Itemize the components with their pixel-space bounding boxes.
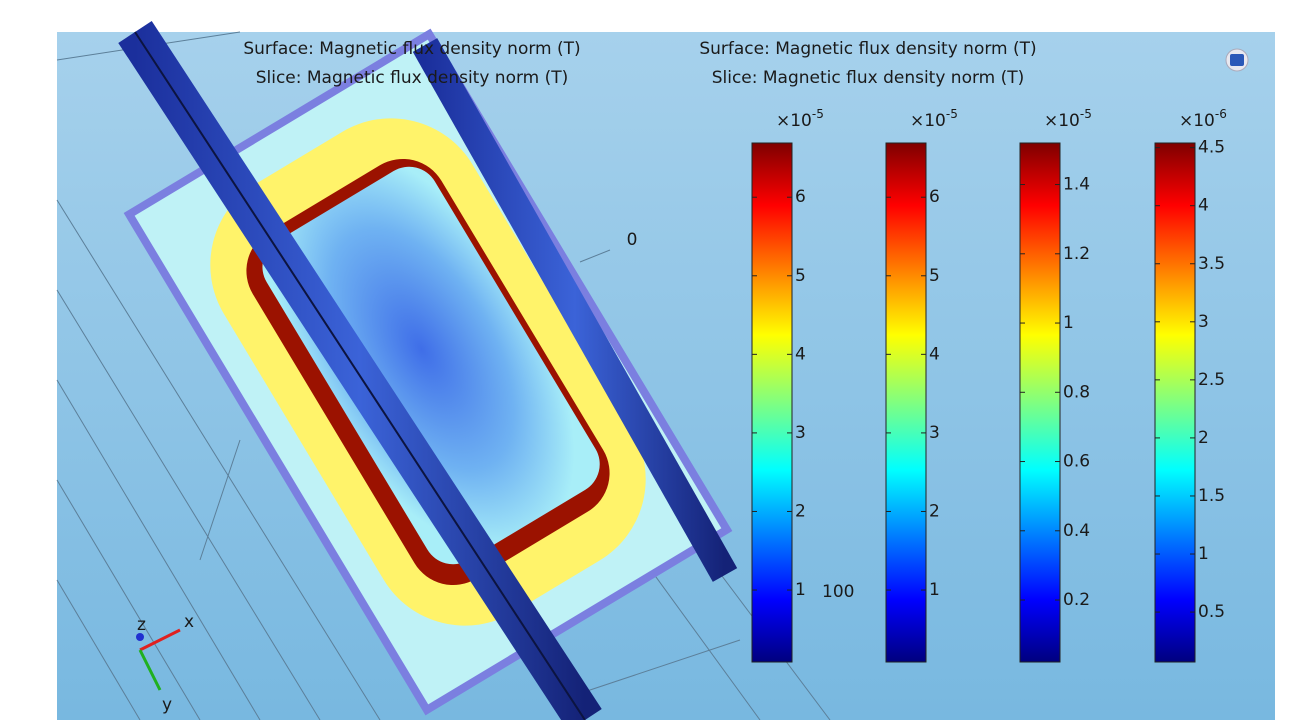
scene-label: 0 xyxy=(627,230,638,250)
triad-label: y xyxy=(162,695,172,715)
graphics-window: Surface: Magnetic flux density norm (T) S… xyxy=(0,0,1299,720)
tick-label: 5 xyxy=(929,266,940,286)
tick-label: 3 xyxy=(1198,312,1209,332)
tick-label: 4 xyxy=(929,344,940,364)
tick-label: 1 xyxy=(1063,313,1074,333)
tick-label: 4 xyxy=(795,344,806,364)
tick-label: 1 xyxy=(929,580,940,600)
tick-label: 3 xyxy=(929,423,940,443)
tick-label: 0.5 xyxy=(1198,602,1225,622)
tick-label: 1.5 xyxy=(1198,486,1225,506)
tick-label: 5 xyxy=(795,266,806,286)
multiplier-exponent: -5 xyxy=(1080,107,1092,121)
tick-label: 4 xyxy=(1198,196,1209,216)
tick-label: 2 xyxy=(1198,428,1209,448)
tick-label: 1 xyxy=(795,580,806,600)
multiplier-exponent: -6 xyxy=(1215,107,1227,121)
plot-title: Slice: Magnetic flux density norm (T) xyxy=(712,68,1025,88)
scene-label: 100 xyxy=(822,582,854,602)
tick-label: 0.4 xyxy=(1063,521,1090,541)
tick-label: 1.4 xyxy=(1063,175,1090,195)
colorbar xyxy=(1020,143,1060,662)
tick-label: 2 xyxy=(929,501,940,521)
tick-label: 1.2 xyxy=(1063,244,1090,264)
colorbar xyxy=(1155,143,1195,662)
tick-label: 4.5 xyxy=(1198,138,1225,158)
multiplier-base: ×10 xyxy=(1044,111,1080,131)
tick-label: 0.2 xyxy=(1063,590,1090,610)
multiplier-base: ×10 xyxy=(1179,111,1215,131)
tick-label: 6 xyxy=(929,187,940,207)
page: {"titles": [ {"surface": "Surface: Magne… xyxy=(0,0,1299,720)
triad-label: z xyxy=(137,615,146,635)
plot-title: Slice: Magnetic flux density norm (T) xyxy=(256,68,569,88)
plot-title: Surface: Magnetic flux density norm (T) xyxy=(243,39,580,59)
tick-label: 2.5 xyxy=(1198,370,1225,390)
colorbar xyxy=(752,143,792,662)
plot-title: Surface: Magnetic flux density norm (T) xyxy=(699,39,1036,59)
tick-label: 6 xyxy=(795,187,806,207)
tick-label: 0.8 xyxy=(1063,382,1090,402)
colorbar xyxy=(886,143,926,662)
view-icon xyxy=(1226,49,1248,71)
triad-label: x xyxy=(184,612,194,632)
tick-label: 2 xyxy=(795,501,806,521)
tick-label: 3 xyxy=(795,423,806,443)
multiplier-base: ×10 xyxy=(910,111,946,131)
tick-label: 0.6 xyxy=(1063,452,1090,472)
tick-label: 3.5 xyxy=(1198,254,1225,274)
tick-label: 1 xyxy=(1198,544,1209,564)
multiplier-exponent: -5 xyxy=(812,107,824,121)
multiplier-base: ×10 xyxy=(776,111,812,131)
multiplier-exponent: -5 xyxy=(946,107,958,121)
